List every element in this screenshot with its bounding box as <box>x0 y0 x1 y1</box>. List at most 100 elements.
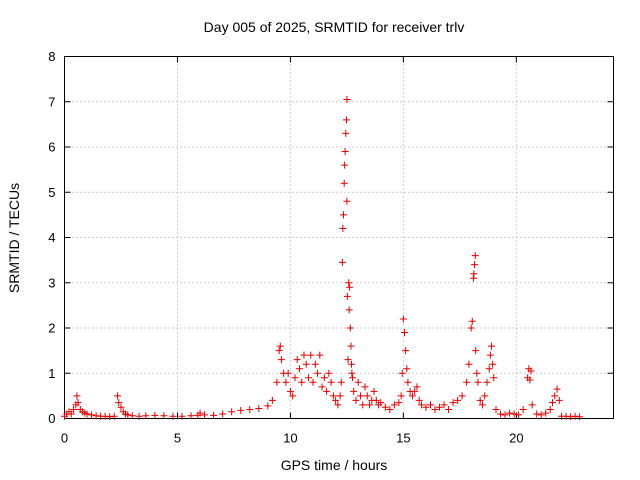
data-point <box>70 405 78 413</box>
data-point <box>470 270 478 278</box>
data-point <box>169 412 177 420</box>
data-point <box>67 410 75 418</box>
x-tick-label: 0 <box>61 431 68 446</box>
data-point <box>237 406 245 414</box>
data-point <box>381 403 389 411</box>
data-point <box>323 387 331 395</box>
data-point <box>472 347 480 355</box>
data-point <box>408 392 416 400</box>
data-point <box>555 396 563 404</box>
data-point <box>282 378 290 386</box>
data-point <box>527 367 535 375</box>
data-point <box>497 410 505 418</box>
data-point <box>551 392 559 400</box>
data-point <box>246 405 254 413</box>
y-tick-label: 4 <box>48 230 55 245</box>
data-point <box>506 409 514 417</box>
data-point <box>386 405 394 413</box>
x-tick-label: 15 <box>396 431 410 446</box>
data-point <box>488 342 495 350</box>
data-point <box>445 405 453 413</box>
data-point <box>325 369 333 377</box>
data-point <box>302 360 310 368</box>
data-point <box>329 392 337 400</box>
y-tick-label: 7 <box>48 94 55 109</box>
data-point <box>486 351 494 359</box>
data-point <box>403 365 411 373</box>
data-point <box>210 411 218 419</box>
data-point <box>449 399 457 407</box>
data-point <box>334 401 342 409</box>
data-point <box>345 306 353 314</box>
data-point <box>404 378 412 386</box>
data-point <box>528 401 536 409</box>
data-point <box>413 383 421 391</box>
data-point <box>309 378 317 386</box>
data-point <box>372 396 380 404</box>
data-point <box>440 401 448 409</box>
data-point <box>398 369 406 377</box>
y-tick-label: 0 <box>48 411 55 426</box>
data-point <box>427 401 434 409</box>
data-point <box>114 392 122 400</box>
data-point <box>422 403 430 411</box>
data-point <box>492 405 500 413</box>
data-point <box>417 401 425 409</box>
plot-frame <box>64 56 614 419</box>
data-point <box>344 356 352 364</box>
data-point <box>346 324 354 332</box>
data-point <box>88 411 96 419</box>
data-point <box>377 399 385 407</box>
data-point <box>342 116 350 124</box>
data-point <box>465 360 473 368</box>
data-point <box>458 392 466 400</box>
data-point <box>363 392 371 400</box>
data-point <box>395 399 403 407</box>
data-point <box>431 405 439 413</box>
data-point <box>474 378 482 386</box>
data-point <box>339 224 347 232</box>
data-point <box>478 401 486 409</box>
data-point <box>481 392 489 400</box>
data-point <box>537 411 545 419</box>
data-point <box>468 317 476 325</box>
data-point <box>275 347 283 355</box>
data-point <box>342 129 350 137</box>
data-point <box>361 383 369 391</box>
y-tick-label: 6 <box>48 140 55 155</box>
data-point <box>471 261 479 269</box>
data-point <box>201 411 209 419</box>
y-axis-label: SRMTID / TECUs <box>6 183 22 293</box>
data-point <box>151 411 159 419</box>
data-point <box>110 412 118 420</box>
data-point <box>327 378 335 386</box>
data-point <box>115 399 123 407</box>
data-point <box>338 258 346 266</box>
data-point <box>337 378 345 386</box>
data-point <box>135 412 143 420</box>
data-point <box>501 411 509 419</box>
data-point <box>340 179 348 187</box>
x-tick-label: 5 <box>174 431 181 446</box>
data-points <box>61 95 584 421</box>
data-point <box>510 410 518 418</box>
data-point <box>264 402 272 410</box>
data-point <box>546 405 554 413</box>
data-point <box>295 365 303 373</box>
data-point <box>343 197 351 205</box>
y-tick-label: 2 <box>48 321 55 336</box>
data-point <box>467 324 475 332</box>
data-point <box>347 342 355 350</box>
data-point <box>354 378 362 386</box>
data-point <box>300 351 308 359</box>
data-point <box>255 405 263 413</box>
data-point <box>160 412 168 420</box>
data-point <box>401 329 409 337</box>
data-point <box>289 392 297 400</box>
data-point <box>526 376 534 384</box>
data-point <box>311 360 319 368</box>
data-point <box>298 378 306 386</box>
data-point <box>348 369 356 377</box>
data-point <box>332 396 340 404</box>
